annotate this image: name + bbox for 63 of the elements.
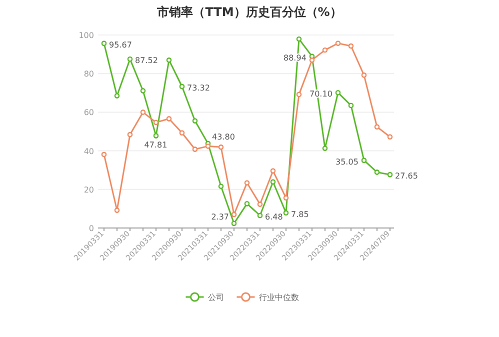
point <box>283 210 289 216</box>
point <box>244 180 250 186</box>
point <box>361 158 367 163</box>
data-label: 87.52 <box>135 56 158 66</box>
point <box>322 146 328 151</box>
point <box>101 40 107 46</box>
point <box>179 130 185 136</box>
point <box>257 212 263 218</box>
point <box>244 201 250 206</box>
data-label: 27.65 <box>395 172 418 181</box>
point <box>127 56 133 62</box>
point <box>231 220 237 226</box>
point <box>296 36 302 42</box>
point <box>205 144 211 149</box>
y-tick-label: 0 <box>88 224 94 233</box>
point <box>179 84 185 90</box>
point <box>218 144 224 150</box>
point <box>140 110 146 115</box>
point <box>153 133 159 138</box>
point <box>127 132 133 138</box>
chart-title: 市销率（TTM）历史百分位（%） <box>156 5 342 19</box>
data-label: 2.37 <box>211 212 230 222</box>
point <box>101 152 107 158</box>
legend-label: 公司 <box>208 293 224 302</box>
y-tick-label: 40 <box>84 146 94 156</box>
point <box>166 116 172 122</box>
point <box>348 43 354 49</box>
point <box>270 168 276 174</box>
y-tick-label: 20 <box>84 185 94 194</box>
legend-label: 行业中位数 <box>258 293 299 302</box>
point <box>361 72 367 78</box>
y-tick-label: 100 <box>78 31 94 40</box>
data-label: 47.81 <box>144 140 168 150</box>
point <box>114 208 120 213</box>
point <box>387 172 393 178</box>
point <box>374 170 380 175</box>
point <box>374 124 380 130</box>
y-tick-label: 80 <box>84 70 94 79</box>
point <box>296 92 302 98</box>
point <box>192 146 198 152</box>
point <box>114 93 120 98</box>
point <box>231 212 237 218</box>
point <box>348 102 354 108</box>
point <box>283 195 289 200</box>
point <box>322 47 328 53</box>
data-label: 7.85 <box>291 210 309 219</box>
point <box>218 184 224 189</box>
point <box>309 57 315 63</box>
point <box>257 202 263 207</box>
point <box>270 179 276 184</box>
data-label: 35.05 <box>336 157 358 166</box>
point <box>335 40 341 46</box>
point <box>335 90 341 96</box>
point <box>140 88 146 94</box>
data-label: 73.32 <box>187 83 210 92</box>
point <box>192 118 198 124</box>
data-label: 95.67 <box>109 40 132 50</box>
data-label: 43.80 <box>212 132 235 142</box>
point <box>387 134 393 140</box>
point <box>166 57 172 63</box>
y-tick-label: 60 <box>84 108 94 118</box>
point <box>153 120 159 126</box>
data-label: 6.48 <box>265 212 283 222</box>
